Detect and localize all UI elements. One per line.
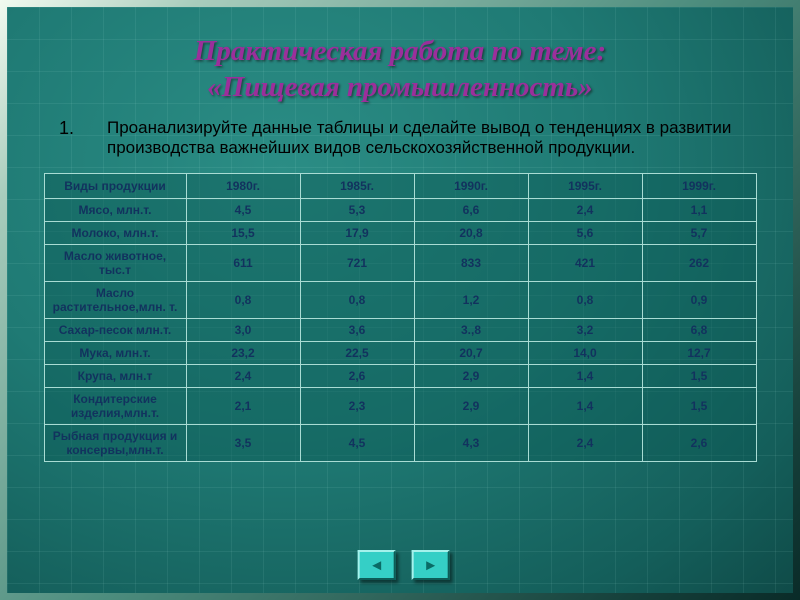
value-cell: 1,4 (527, 386, 643, 425)
table-row: Молоко, млн.т. 15,5 17,9 20,8 5,6 5,7 (43, 220, 757, 245)
value-cell: 2,4 (185, 363, 301, 388)
instruction-text: Проанализируйте данные таблицы и сделайт… (107, 117, 732, 158)
slide-background: Практическая работа по теме: «Пищевая пр… (7, 7, 793, 593)
forward-button[interactable]: ► (411, 550, 450, 580)
value-cell: 2,9 (413, 386, 529, 425)
table-header-cell: 1999г. (641, 172, 757, 199)
value-cell: 5,6 (527, 220, 643, 245)
value-cell: 3,5 (185, 423, 301, 462)
value-cell: 3,6 (299, 317, 415, 342)
back-arrow-icon: ◄ (369, 556, 385, 574)
production-data-table: Виды продукции 1980г. 1985г. 1990г. 1995г. 19… (43, 172, 757, 462)
value-cell: 2,6 (299, 363, 415, 388)
value-cell: 611 (185, 243, 301, 282)
row-label-cell: Сахар-песок млн.т. (43, 317, 187, 342)
value-cell: 3.,8 (413, 317, 529, 342)
value-cell: 6,8 (641, 317, 757, 342)
value-cell: 20,8 (413, 220, 529, 245)
value-cell: 2,9 (413, 363, 529, 388)
value-cell: 0,9 (641, 280, 757, 319)
row-label-cell: Рыбная продукция и консервы,млн.т. (43, 423, 187, 462)
value-cell: 0,8 (185, 280, 301, 319)
value-cell: 4,5 (185, 197, 301, 222)
value-cell: 14,0 (527, 340, 643, 365)
row-label-cell: Масло растительное,млн. т. (43, 280, 187, 319)
value-cell: 4,3 (413, 423, 529, 462)
navigation-buttons: ◄ ► (357, 550, 450, 580)
table-row: Рыбная продукция и консервы,млн.т. 3,5 4,5… (43, 423, 757, 462)
value-cell: 20,7 (413, 340, 529, 365)
slide-title: Практическая работа по теме: «Пищевая пр… (7, 7, 793, 106)
table-row: Сахар-песок млн.т. 3,0 3,6 3.,8 3,2 6,8 (43, 317, 757, 342)
title-line-1: Практическая работа по теме: (193, 35, 607, 67)
value-cell: 1,1 (641, 197, 757, 222)
value-cell: 2,3 (299, 386, 415, 425)
value-cell: 2,4 (527, 197, 643, 222)
table-row: Мясо, млн.т. 4,5 5,3 6,6 2,4 1,1 (43, 197, 757, 222)
value-cell: 2,1 (185, 386, 301, 425)
value-cell: 17,9 (299, 220, 415, 245)
value-cell: 721 (299, 243, 415, 282)
value-cell: 0,8 (527, 280, 643, 319)
table-row: Масло животное, тыс.т 611 721 833 421 262 (43, 243, 757, 282)
value-cell: 2,4 (527, 423, 643, 462)
forward-arrow-icon: ► (423, 556, 439, 574)
title-line-2: «Пищевая промышленность» (207, 71, 593, 104)
value-cell: 4,5 (299, 423, 415, 462)
table-header-cell: 1990г. (413, 172, 529, 199)
value-cell: 1,5 (641, 363, 757, 388)
row-label-cell: Кондитерские изделия,млн.т. (43, 386, 187, 425)
table-header-cell: Виды продукции (43, 172, 187, 199)
row-label-cell: Мясо, млн.т. (43, 197, 187, 222)
value-cell: 421 (527, 243, 643, 282)
value-cell: 3,0 (185, 317, 301, 342)
value-cell: 15,5 (185, 220, 301, 245)
table-row: Крупа, млн.т 2,4 2,6 2,9 1,4 1,5 (43, 363, 757, 388)
table-header-cell: 1985г. (299, 172, 415, 199)
table-row: Масло растительное,млн. т. 0,8 0,8 1,2 0,8 0,… (43, 280, 757, 319)
value-cell: 3,2 (527, 317, 643, 342)
value-cell: 5,3 (299, 197, 415, 222)
table-row: Кондитерские изделия,млн.т. 2,1 2,3 2,9 1,4 1… (43, 386, 757, 425)
value-cell: 23,2 (185, 340, 301, 365)
instruction-list-item: 1. Проанализируйте данные таблицы и сдел… (59, 118, 741, 159)
value-cell: 1,2 (413, 280, 529, 319)
table-row: Мука, млн.т. 23,2 22,5 20,7 14,0 12,7 (43, 340, 757, 365)
value-cell: 833 (413, 243, 529, 282)
value-cell: 1,4 (527, 363, 643, 388)
row-label-cell: Крупа, млн.т (43, 363, 187, 388)
value-cell: 22,5 (299, 340, 415, 365)
table-header-row: Виды продукции 1980г. 1985г. 1990г. 1995г. 19… (43, 172, 757, 199)
value-cell: 5,7 (641, 220, 757, 245)
value-cell: 2,6 (641, 423, 757, 462)
row-label-cell: Молоко, млн.т. (43, 220, 187, 245)
value-cell: 12,7 (641, 340, 757, 365)
row-label-cell: Масло животное, тыс.т (43, 243, 187, 282)
value-cell: 6,6 (413, 197, 529, 222)
value-cell: 262 (641, 243, 757, 282)
table-header-cell: 1980г. (185, 172, 301, 199)
list-number: 1. (59, 117, 75, 138)
value-cell: 0,8 (299, 280, 415, 319)
table-header-cell: 1995г. (527, 172, 643, 199)
value-cell: 1,5 (641, 386, 757, 425)
row-label-cell: Мука, млн.т. (43, 340, 187, 365)
back-button[interactable]: ◄ (357, 550, 396, 580)
